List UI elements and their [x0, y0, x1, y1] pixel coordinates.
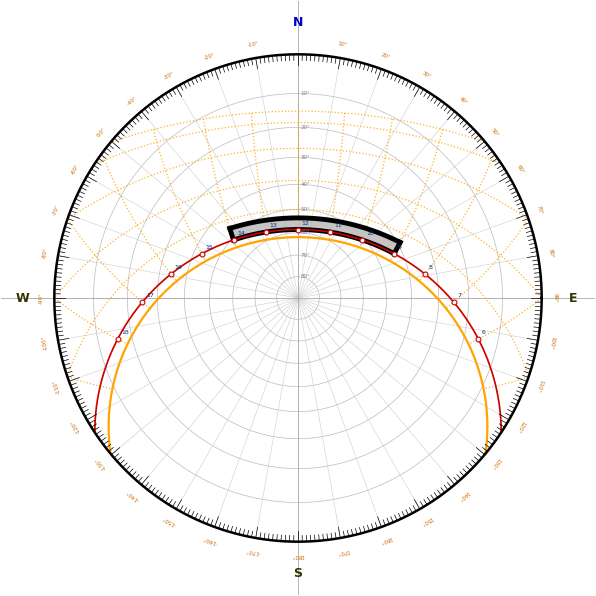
Text: -170°: -170°	[246, 547, 261, 555]
Text: S: S	[293, 567, 303, 580]
Text: 20°: 20°	[380, 52, 392, 60]
Text: 90°: 90°	[552, 293, 558, 303]
Text: -110°: -110°	[51, 378, 61, 394]
Text: 10°: 10°	[337, 42, 348, 48]
Text: W: W	[15, 291, 29, 305]
Text: 15: 15	[206, 245, 213, 250]
Text: 50°: 50°	[490, 128, 500, 138]
Text: 20°: 20°	[300, 125, 310, 130]
Text: 16: 16	[175, 265, 182, 271]
Text: -60°: -60°	[70, 163, 80, 176]
Text: 9: 9	[398, 245, 402, 250]
Text: 10°: 10°	[300, 91, 310, 96]
Text: 150°: 150°	[420, 515, 433, 526]
Text: 17: 17	[146, 293, 154, 299]
Text: 7: 7	[457, 293, 461, 299]
Text: 14: 14	[237, 231, 245, 237]
Text: 30°: 30°	[300, 155, 310, 160]
Text: -140°: -140°	[125, 488, 140, 502]
Polygon shape	[230, 218, 400, 254]
Text: E: E	[569, 291, 578, 305]
Text: N: N	[293, 16, 303, 29]
Text: 180°: 180°	[291, 552, 305, 558]
Text: -20°: -20°	[204, 52, 216, 61]
Text: -10°: -10°	[247, 41, 260, 48]
Text: 50°: 50°	[300, 207, 310, 212]
Text: 40°: 40°	[300, 182, 310, 187]
Text: 12: 12	[302, 221, 309, 226]
Text: -50°: -50°	[95, 126, 107, 139]
Text: -130°: -130°	[94, 456, 108, 471]
Text: -120°: -120°	[69, 419, 81, 434]
Text: -90°: -90°	[38, 292, 44, 304]
Text: 130°: 130°	[489, 457, 501, 470]
Text: 6: 6	[482, 330, 486, 336]
Text: -80°: -80°	[41, 247, 48, 260]
Text: -160°: -160°	[202, 535, 218, 545]
Text: 160°: 160°	[379, 535, 393, 544]
Text: 30°: 30°	[421, 71, 432, 80]
Text: 40°: 40°	[458, 96, 468, 106]
Text: 100°: 100°	[548, 336, 555, 350]
Text: 170°: 170°	[336, 548, 350, 555]
Text: 13: 13	[269, 224, 277, 228]
Text: -30°: -30°	[163, 70, 176, 80]
Text: -40°: -40°	[126, 95, 139, 107]
Text: 10: 10	[366, 231, 374, 237]
Text: 18: 18	[122, 330, 129, 336]
Text: -70°: -70°	[52, 204, 61, 216]
Text: 120°: 120°	[515, 420, 526, 433]
Text: -100°: -100°	[41, 335, 49, 350]
Text: 110°: 110°	[535, 379, 544, 393]
Text: 80°: 80°	[300, 274, 310, 279]
Text: 140°: 140°	[457, 489, 470, 501]
Text: 70°: 70°	[536, 204, 544, 216]
Text: 60°: 60°	[516, 164, 525, 175]
Text: 80°: 80°	[548, 248, 554, 259]
Text: 70°: 70°	[300, 253, 310, 257]
Text: 60°: 60°	[300, 230, 310, 235]
Text: -150°: -150°	[162, 515, 177, 527]
Text: 11: 11	[334, 224, 342, 228]
Text: 8: 8	[429, 265, 433, 271]
